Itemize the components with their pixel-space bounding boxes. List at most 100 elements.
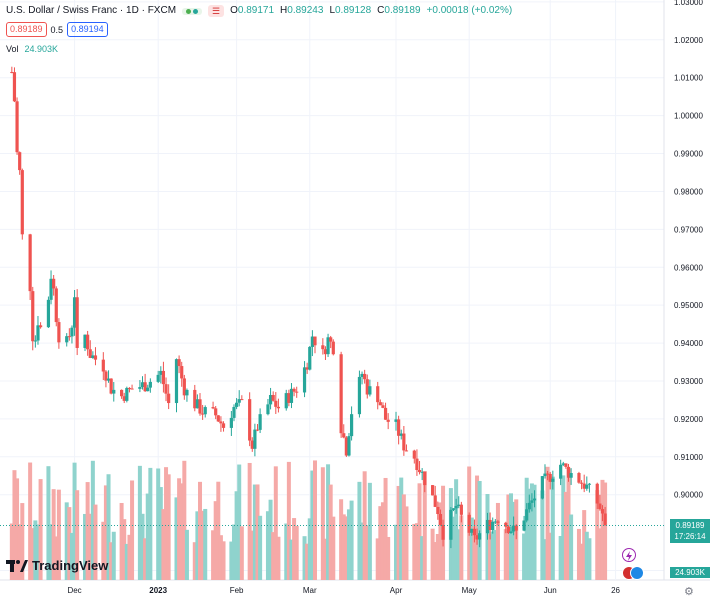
candle-body [365, 379, 369, 395]
candle-body [436, 506, 440, 515]
volume-bar [127, 534, 132, 580]
candle-body [219, 421, 223, 424]
volume-bar [213, 501, 218, 580]
volume-bar [286, 461, 291, 580]
buy-button[interactable]: 0.89194 [67, 22, 108, 37]
volume-bar [488, 534, 493, 580]
candle-body [36, 325, 40, 341]
volume-bar [72, 462, 77, 580]
volume-bar [326, 464, 331, 580]
volume-bar [524, 477, 529, 580]
candle-body [313, 336, 317, 346]
volume-bar [148, 467, 153, 580]
candle-body [180, 366, 184, 379]
volume-bar [158, 487, 163, 580]
candle-body [603, 513, 607, 526]
candle-body [127, 387, 132, 389]
volume-bar [182, 460, 187, 580]
candle-body [378, 402, 382, 406]
volume-bar [124, 543, 129, 580]
candle-body [289, 388, 294, 403]
candle-body [159, 370, 163, 375]
candle-body [104, 371, 108, 381]
volume-bar [375, 538, 380, 580]
candle-body [15, 101, 19, 153]
volume-bar [33, 520, 38, 580]
ohlc-high: H0.89243 [280, 5, 324, 16]
volume-bar [12, 470, 17, 580]
candle-body [470, 528, 474, 533]
volume-bar [360, 522, 365, 580]
candle-body [420, 471, 424, 473]
candle-body [10, 72, 14, 74]
volume-bar [451, 516, 456, 580]
volume-bar [542, 539, 547, 580]
settings-gear-icon[interactable]: ⚙ [684, 586, 694, 598]
candle-body [449, 509, 453, 540]
market-status-badge[interactable] [182, 7, 203, 15]
candle-body [161, 370, 166, 385]
candle-body [284, 393, 288, 409]
candle-body [185, 389, 189, 396]
candle-body [75, 297, 79, 348]
flash-icon[interactable] [622, 548, 636, 562]
candle-body [106, 378, 111, 381]
volume-bar [490, 531, 495, 580]
candle-body [201, 413, 205, 415]
candle-body [376, 386, 380, 403]
volume-bar [145, 493, 150, 580]
candle-body [585, 484, 589, 489]
candle-body [504, 522, 508, 527]
candle-body [156, 374, 160, 382]
x-tick-label: Dec [67, 586, 81, 595]
volume-bar [341, 514, 346, 580]
candle-body [250, 440, 254, 449]
volume-bar [595, 490, 600, 580]
volume-bar [469, 517, 474, 580]
tradingview-logo[interactable]: TradingView [6, 558, 108, 573]
volume-bar [140, 513, 145, 580]
candle-body [182, 378, 186, 396]
volume-bar [164, 467, 169, 580]
candle-body [237, 399, 241, 403]
volume-bar [250, 530, 255, 580]
volume-bar [579, 543, 584, 580]
chart-legend: U.S. Dollar / Swiss Franc · 1D · FXCM ☰ … [6, 4, 512, 18]
candle-body [57, 322, 61, 343]
y-tick-label: 1.01000 [674, 74, 703, 83]
tradingview-logo-icon [6, 559, 28, 572]
volume-bar [346, 509, 351, 580]
candle-body [20, 170, 24, 235]
candle-body [579, 482, 584, 484]
us-flag-icon-2[interactable] [630, 566, 644, 580]
volume-bar [420, 536, 425, 580]
candle-body [433, 495, 437, 507]
candle-body [18, 152, 22, 171]
candle-body [415, 458, 419, 471]
volume-bar [313, 460, 317, 580]
volume-bar [532, 484, 537, 580]
candle-body [232, 406, 236, 418]
volume-bar [101, 521, 106, 580]
candle-body [203, 407, 207, 415]
volume-bar [328, 484, 333, 580]
candle-body [211, 407, 215, 409]
candle-body [423, 471, 427, 486]
symbol-title[interactable]: U.S. Dollar / Swiss Franc · 1D · FXCM [6, 5, 177, 16]
volume-bar [435, 533, 440, 580]
volume-bar [289, 539, 294, 580]
candle-body [551, 478, 555, 482]
candle-body [527, 502, 531, 510]
hamburger-icon[interactable]: ☰ [208, 5, 225, 17]
volume-bar [103, 485, 108, 580]
candle-body [561, 463, 565, 465]
y-tick-label: 0.97000 [674, 225, 703, 234]
volume-bar [237, 464, 242, 580]
candle-body [268, 394, 273, 405]
candle-body [88, 349, 92, 358]
candle-body [344, 437, 348, 456]
sell-button[interactable]: 0.89189 [6, 22, 47, 37]
candle-body [295, 391, 299, 393]
